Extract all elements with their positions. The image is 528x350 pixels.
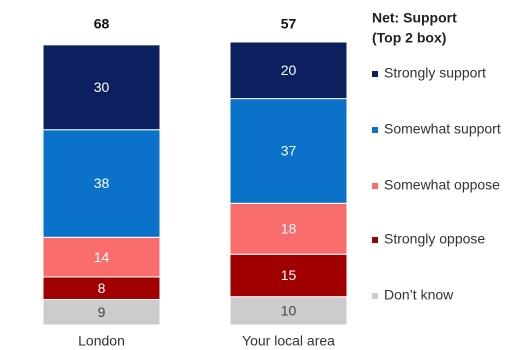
- legend-label: Don’t know: [384, 287, 454, 303]
- data-label: 9: [98, 304, 106, 320]
- data-label: 18: [281, 220, 297, 236]
- legend-swatch: [372, 127, 378, 133]
- legend-swatch: [372, 237, 378, 243]
- legend-label: Somewhat support: [384, 121, 501, 137]
- data-label: 37: [281, 143, 297, 159]
- x-tick-label: London: [78, 333, 125, 349]
- legend-swatch: [372, 71, 378, 77]
- legend-title: (Top 2 box): [372, 30, 446, 46]
- bar-segment: [229, 296, 348, 326]
- x-tick-label: Your local area: [242, 333, 335, 349]
- data-label: 14: [94, 249, 110, 265]
- data-label: 38: [94, 175, 110, 191]
- legend-label: Strongly oppose: [384, 231, 485, 247]
- legend-label: Strongly support: [384, 65, 486, 81]
- data-label: 8: [98, 280, 106, 296]
- data-label: 20: [281, 62, 297, 78]
- data-label: 15: [281, 267, 297, 283]
- legend-label: Somewhat oppose: [384, 177, 500, 193]
- bar-segment: [229, 98, 348, 204]
- bar-segment: [229, 253, 348, 298]
- total-label: 57: [281, 16, 297, 32]
- legend-title: Net: Support: [372, 10, 457, 26]
- data-label: 10: [281, 303, 297, 319]
- bar-segment: [42, 44, 161, 131]
- bar-segment: [229, 41, 348, 100]
- legend-swatch: [372, 293, 378, 299]
- legend-swatch: [372, 183, 378, 189]
- data-label: 30: [94, 79, 110, 95]
- bar-segment: [42, 129, 161, 238]
- total-label: 68: [94, 16, 110, 32]
- bar-segment: [229, 202, 348, 255]
- bar-segment: [42, 299, 161, 326]
